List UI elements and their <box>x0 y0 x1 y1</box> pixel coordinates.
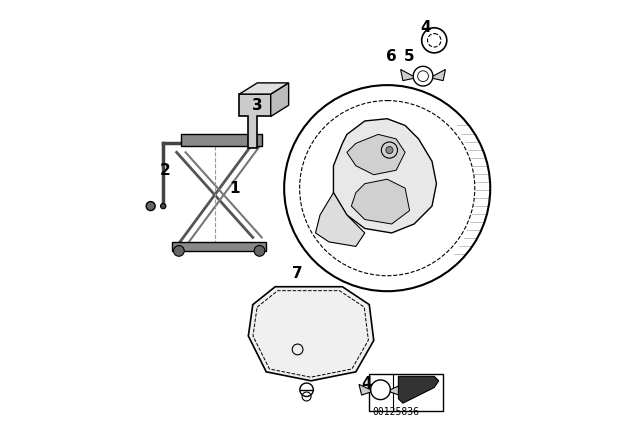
Text: 4: 4 <box>362 375 372 391</box>
Polygon shape <box>248 287 374 381</box>
Polygon shape <box>433 69 445 81</box>
Text: 3: 3 <box>252 98 262 113</box>
Polygon shape <box>316 193 365 246</box>
Circle shape <box>173 246 184 256</box>
Text: 00125836: 00125836 <box>372 407 420 417</box>
Circle shape <box>386 146 393 154</box>
Polygon shape <box>271 83 289 116</box>
Polygon shape <box>390 384 402 395</box>
Text: 2: 2 <box>160 163 171 178</box>
Circle shape <box>161 203 166 209</box>
Bar <box>369 374 444 411</box>
Polygon shape <box>239 83 289 94</box>
Polygon shape <box>239 94 271 148</box>
Polygon shape <box>347 134 405 175</box>
Polygon shape <box>333 119 436 233</box>
Bar <box>181 134 262 146</box>
Text: 6: 6 <box>387 48 397 64</box>
Polygon shape <box>359 384 371 395</box>
Polygon shape <box>401 69 413 81</box>
Bar <box>172 242 266 251</box>
Text: 7: 7 <box>292 266 303 281</box>
Circle shape <box>254 246 265 256</box>
Polygon shape <box>351 179 410 224</box>
Circle shape <box>146 202 155 211</box>
Text: 5: 5 <box>404 48 415 64</box>
Text: 4: 4 <box>420 20 431 35</box>
Text: 1: 1 <box>230 181 240 196</box>
Polygon shape <box>398 376 439 403</box>
